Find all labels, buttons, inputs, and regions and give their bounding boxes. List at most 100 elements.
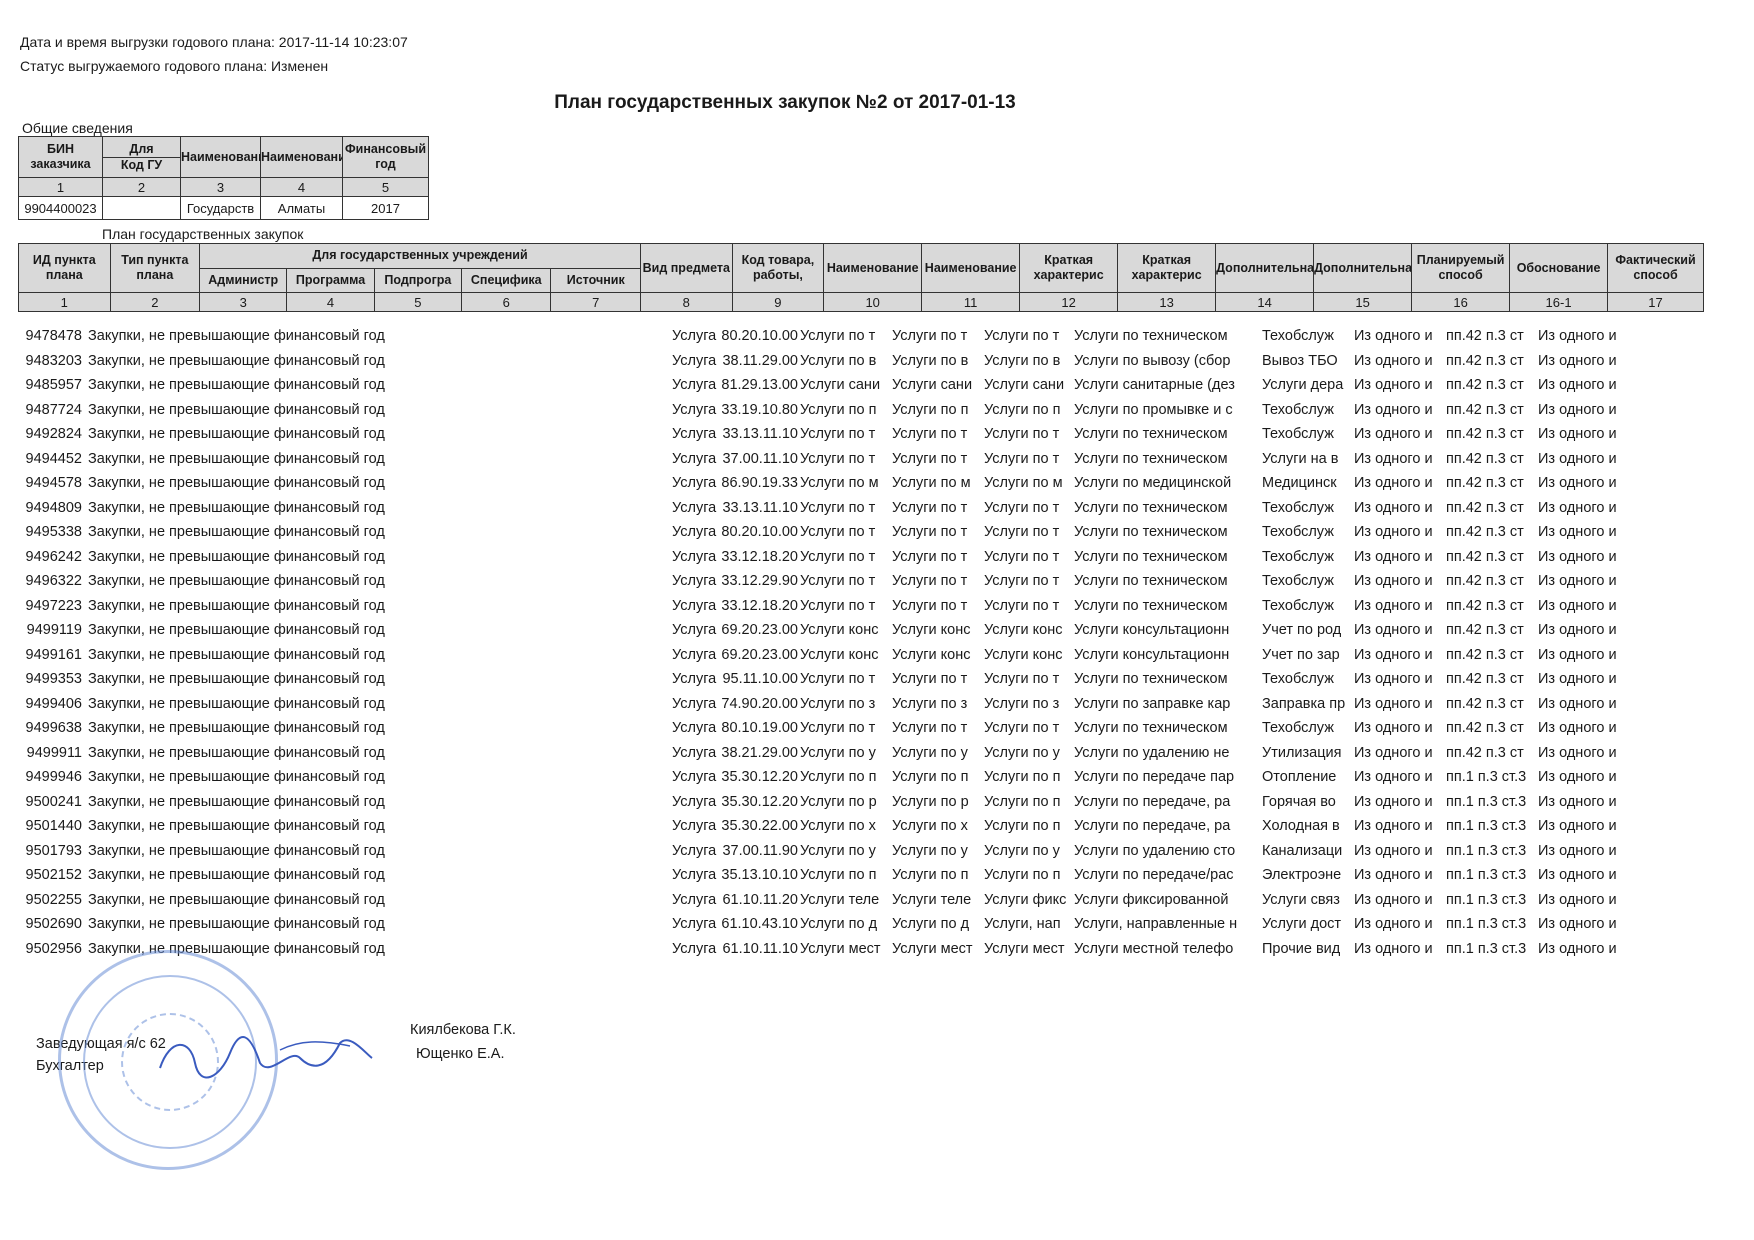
cell-c16: пп.42 п.3 ст xyxy=(1446,499,1524,516)
cell-c12: Услуги мест xyxy=(984,940,1065,957)
table-row: 9492824 Закупки, не превышающие финансовы… xyxy=(20,422,1700,446)
cell-c12: Услуги по т xyxy=(984,548,1060,565)
plan-header-add-14: Дополнительная xyxy=(1215,243,1315,293)
cell-subject: Услуга xyxy=(672,597,717,614)
cell-subject: Услуга xyxy=(672,793,717,810)
cell-c11: Услуги по х xyxy=(892,818,968,834)
cell-c10: Услуги по т xyxy=(800,524,876,540)
table-row: 9499638 Закупки, не превышающие финансовы… xyxy=(20,716,1700,740)
cell-type: Закупки, не превышающие финансовый год xyxy=(88,426,385,442)
plan-header-method-16: Планируемый способ xyxy=(1411,243,1511,293)
page-title-text: План государственных закупок №2 от 2017-… xyxy=(554,92,1016,113)
cell-subject: Услуга xyxy=(672,475,717,491)
cell-id: 9499406 xyxy=(25,695,82,712)
cell-c15: Из одного и xyxy=(1354,818,1433,834)
cell-c17: Из одного и xyxy=(1538,818,1617,834)
plan-num-cell: 16 xyxy=(1411,292,1511,312)
cell-subject: Услуга xyxy=(672,499,717,516)
cell-c14: Техобслуж xyxy=(1262,499,1334,516)
cell-type: Закупки, не превышающие финансовый год xyxy=(88,769,385,785)
general-header-for-text: Для xyxy=(129,141,154,156)
general-name1-value: Государств xyxy=(180,196,261,220)
cell-c12: Услуги сани xyxy=(984,377,1065,393)
table-row: 9495338 Закупки, не превышающие финансовы… xyxy=(20,520,1700,544)
plan-num-cell: 8 xyxy=(640,292,733,312)
cell-c12: Услуги конс xyxy=(984,646,1063,663)
cell-c15: Из одного и xyxy=(1354,891,1433,908)
cell-c16: пп.1 п.3 ст.3 xyxy=(1446,793,1527,810)
cell-c15: Из одного и xyxy=(1354,793,1433,810)
plan-num-cell: 12 xyxy=(1019,292,1119,312)
cell-c15: Из одного и xyxy=(1354,475,1433,491)
cell-c12: Услуги по т xyxy=(984,671,1060,687)
plan-section-label: План государственных закупок xyxy=(102,226,304,242)
accountant-name: Ющенко Е.А. xyxy=(416,1046,505,1062)
cell-c13: Услуги по техническом xyxy=(1074,720,1228,736)
cell-subject: Услуга xyxy=(672,401,717,418)
cell-c16: пп.1 п.3 ст.3 xyxy=(1446,867,1527,883)
general-num-4: 4 xyxy=(260,177,343,197)
cell-c11: Услуги по п xyxy=(892,401,969,418)
cell-c16: пп.1 п.3 ст.3 xyxy=(1446,818,1527,834)
cell-id: 9502956 xyxy=(25,940,82,957)
cell-c14: Медицинск xyxy=(1262,475,1337,491)
cell-code: 33.13.11.10 xyxy=(722,426,798,442)
cell-subject: Услуга xyxy=(672,573,717,589)
cell-c12: Услуги по у xyxy=(984,744,1060,761)
plan-num-cell: 11 xyxy=(921,292,1021,312)
cell-c15: Из одного и xyxy=(1354,352,1433,369)
cell-id: 9487724 xyxy=(25,401,82,418)
cell-c17: Из одного и xyxy=(1538,573,1617,589)
cell-c11: Услуги по т xyxy=(892,597,968,614)
cell-c16: пп.42 п.3 ст xyxy=(1446,646,1524,663)
cell-type: Закупки, не превышающие финансовый год xyxy=(88,450,385,467)
cell-c13: Услуги, направленные н xyxy=(1074,916,1238,932)
table-row: 9501440 Закупки, не превышающие финансовы… xyxy=(20,814,1700,838)
cell-c17: Из одного и xyxy=(1538,940,1617,957)
cell-c14: Вывоз ТБО xyxy=(1262,352,1338,369)
cell-c13: Услуги по техническом xyxy=(1074,328,1228,344)
cell-c17: Из одного и xyxy=(1538,720,1617,736)
cell-c15: Из одного и xyxy=(1354,842,1433,859)
cell-id: 9499119 xyxy=(26,622,82,638)
cell-c13: Услуги местной телефо xyxy=(1074,940,1234,957)
cell-id: 9492824 xyxy=(25,426,82,442)
cell-c17: Из одного и xyxy=(1538,867,1617,883)
cell-c14: Отопление xyxy=(1262,769,1337,785)
cell-c11: Услуги по т xyxy=(892,426,968,442)
cell-subject: Услуга xyxy=(672,842,717,859)
cell-c12: Услуги по з xyxy=(984,695,1060,712)
cell-c15: Из одного и xyxy=(1354,671,1433,687)
cell-code: 81.29.13.00 xyxy=(721,377,798,393)
cell-type: Закупки, не превышающие финансовый год xyxy=(88,695,385,712)
cell-subject: Услуга xyxy=(672,769,717,785)
cell-c10: Услуги мест xyxy=(800,940,881,957)
table-row: 9501793 Закупки, не превышающие финансовы… xyxy=(20,839,1700,863)
cell-c13: Услуги по техническом xyxy=(1074,548,1228,565)
cell-c12: Услуги по т xyxy=(984,573,1060,589)
plan-num-cell: 7 xyxy=(550,292,641,312)
cell-c13: Услуги по техническом xyxy=(1074,499,1228,516)
general-name2-value: Алматы xyxy=(260,196,343,220)
cell-c16: пп.42 п.3 ст xyxy=(1446,597,1524,614)
cell-c13: Услуги по передаче пар xyxy=(1074,769,1235,785)
cell-code: 61.10.43.10 xyxy=(721,916,798,932)
cell-c14: Утилизация xyxy=(1262,744,1342,761)
table-row: 9499119 Закупки, не превышающие финансовы… xyxy=(20,618,1700,642)
cell-c12: Услуги по п xyxy=(984,769,1061,785)
cell-code: 35.30.12.20 xyxy=(721,793,798,810)
cell-id: 9478478 xyxy=(25,328,82,344)
cell-subject: Услуга xyxy=(672,720,717,736)
cell-c12: Услуги, нап xyxy=(984,916,1061,932)
table-row: 9478478 Закупки, не превышающие финансовы… xyxy=(20,324,1700,348)
cell-c11: Услуги конс xyxy=(892,622,971,638)
plan-num-cell: 10 xyxy=(823,292,923,312)
table-row: 9496322 Закупки, не превышающие финансовы… xyxy=(20,569,1700,593)
cell-id: 9499911 xyxy=(26,744,82,761)
cell-subject: Услуга xyxy=(672,548,717,565)
plan-header-subprogram: Подпрогра xyxy=(373,267,463,293)
cell-c14: Прочие вид xyxy=(1262,940,1341,957)
cell-subject: Услуга xyxy=(672,744,717,761)
cell-id: 9496242 xyxy=(25,548,82,565)
